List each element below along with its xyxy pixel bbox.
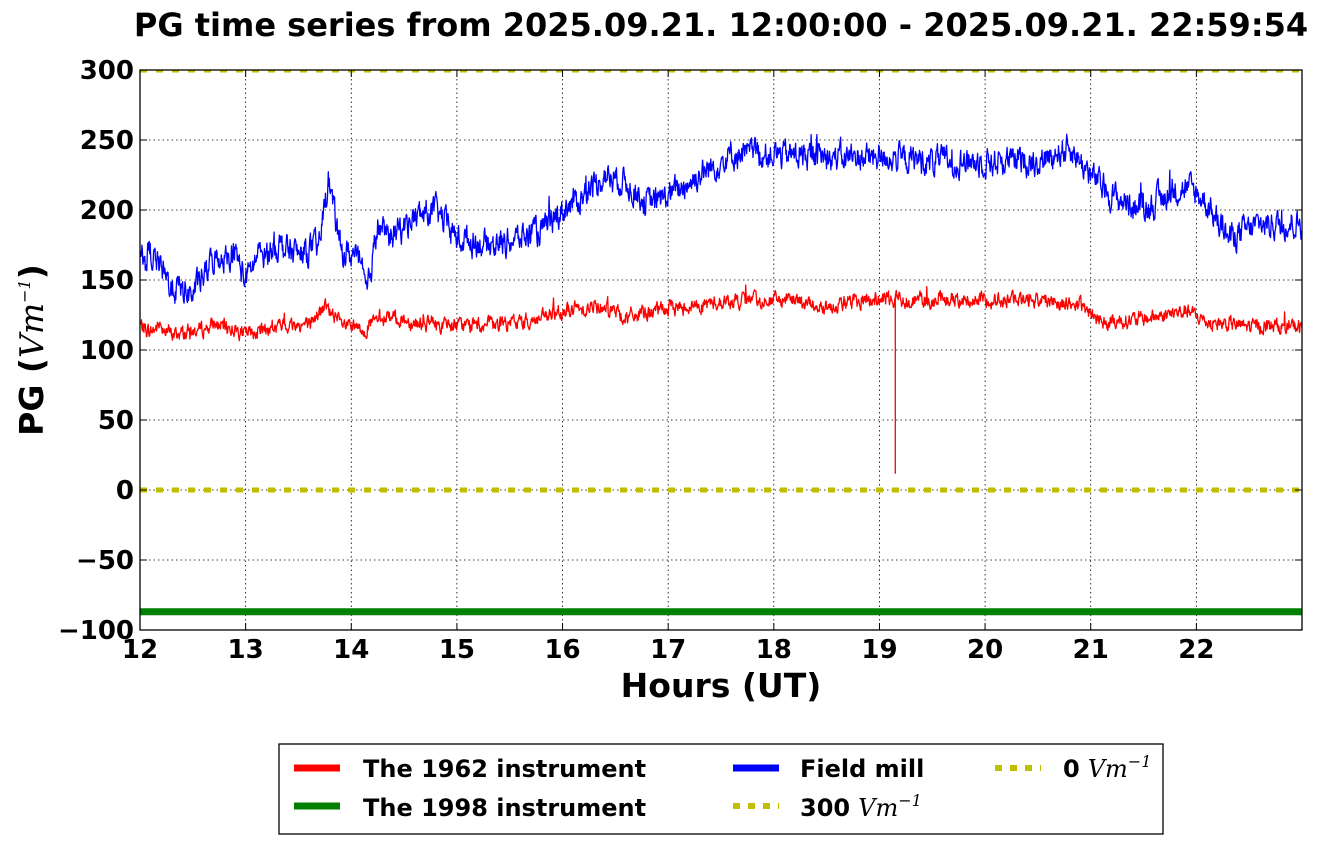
y-axis-ticks: −100 −50 0 50 100 150 200 250 300 <box>58 56 1302 646</box>
legend-box <box>278 743 1164 835</box>
y-axis-label-close: ) <box>12 264 51 279</box>
y-tick-label: 50 <box>98 406 134 436</box>
y-tick-label: −50 <box>76 546 134 576</box>
series-1962-instrument <box>140 284 1302 474</box>
legend-0-value: 0 <box>1063 755 1080 783</box>
x-tick-label: 16 <box>544 635 580 665</box>
y-axis-label: PG (Vm−1) <box>12 264 51 436</box>
y-tick-label: −100 <box>58 616 134 646</box>
legend-label-field-mill: Field mill <box>800 755 924 783</box>
x-tick-label: 22 <box>1178 635 1214 665</box>
series-field-mill <box>140 133 1302 304</box>
legend-label-1998: The 1998 instrument <box>363 794 646 822</box>
x-tick-label: 18 <box>756 635 792 665</box>
x-tick-label: 20 <box>967 635 1003 665</box>
y-tick-label: 250 <box>80 126 134 156</box>
y-tick-label: 0 <box>116 476 134 506</box>
legend-label-1962: The 1962 instrument <box>363 755 646 783</box>
x-tick-label: 13 <box>228 635 264 665</box>
x-tick-label: 15 <box>439 635 475 665</box>
y-tick-label: 300 <box>80 56 134 86</box>
y-axis-label-unit: Vm <box>12 303 51 358</box>
legend-0-unit: Vm <box>1088 755 1128 783</box>
x-tick-label: 14 <box>333 635 369 665</box>
x-axis-label: Hours (UT) <box>621 666 822 705</box>
x-tick-label: 19 <box>861 635 897 665</box>
legend-300-exponent: −1 <box>898 791 922 810</box>
y-tick-label: 100 <box>80 336 134 366</box>
legend-300-unit: Vm <box>858 794 898 822</box>
legend-300-value: 300 <box>800 794 850 822</box>
legend: The 1962 instrument The 1998 instrument … <box>278 743 1164 835</box>
x-axis-ticks: 12 13 14 15 16 17 18 19 20 21 22 <box>122 70 1214 665</box>
y-tick-label: 200 <box>80 196 134 226</box>
legend-label-300: 300 Vm−1 <box>800 791 922 822</box>
y-axis-label-exponent: −1 <box>15 279 34 303</box>
chart-title: PG time series from 2025.09.21. 12:00:00… <box>134 6 1308 44</box>
legend-label-0: 0 Vm−1 <box>1063 752 1151 783</box>
x-tick-label: 17 <box>650 635 686 665</box>
legend-0-exponent: −1 <box>1128 752 1152 771</box>
y-axis-label-text: PG ( <box>12 358 51 436</box>
x-tick-label: 21 <box>1073 635 1109 665</box>
series-layer <box>140 70 1302 616</box>
y-tick-label: 150 <box>80 266 134 296</box>
x-tick-label: 12 <box>122 635 158 665</box>
